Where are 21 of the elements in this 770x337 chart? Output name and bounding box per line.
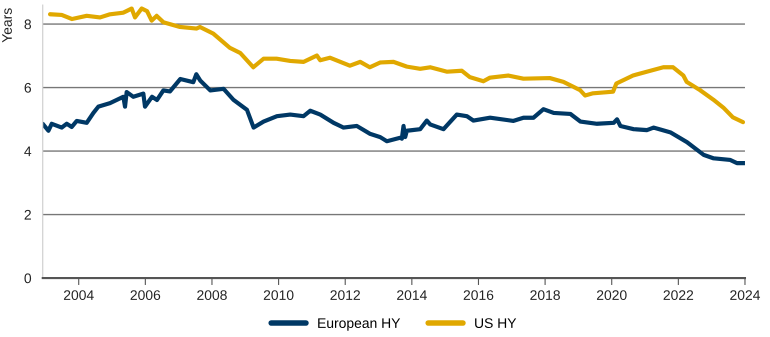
x-tick-label: 2016 [464,290,494,300]
x-tick-label: 2024 [730,290,760,300]
y-tick-label: 2 [24,210,31,220]
x-tick-label: 2014 [397,290,427,300]
x-tick-label: 2022 [664,290,694,300]
x-tick-label: 2018 [530,290,560,300]
y-tick-label: 6 [24,82,32,93]
legend-label: US HY [475,318,516,328]
x-tick-label: 2008 [197,290,227,300]
line-series [48,6,745,124]
y-axis-title: Years [2,8,12,42]
x-tick-label: 2004 [64,290,94,300]
legend-label: European HY [318,318,400,331]
y-tick-label: 4 [24,146,32,156]
y-tick-label: 8 [24,19,32,30]
x-tick-label: 2010 [264,290,294,300]
x-tick-label: 2020 [596,290,627,300]
y-tick-label: 0 [24,273,32,284]
x-tick-label: 2006 [130,290,160,300]
x-tick-label: 2012 [330,290,360,300]
line-series [42,72,745,166]
